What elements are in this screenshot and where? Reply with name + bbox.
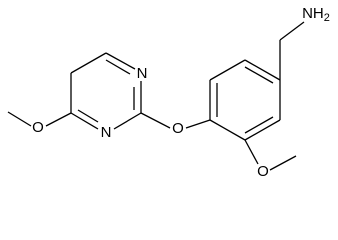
atom-label: O: [32, 119, 44, 136]
atom-label: O: [257, 163, 269, 180]
atom-label: N: [101, 124, 112, 141]
atom-label: O: [172, 120, 184, 137]
amine-label: NH: [302, 5, 324, 22]
atom-label: NH2: [302, 5, 330, 24]
atom-label: N: [137, 65, 148, 82]
bonds: [7, 21, 305, 171]
amine-subscript: 2: [324, 12, 330, 24]
molecule-diagram: NH2 N N O O O: [7, 5, 330, 180]
